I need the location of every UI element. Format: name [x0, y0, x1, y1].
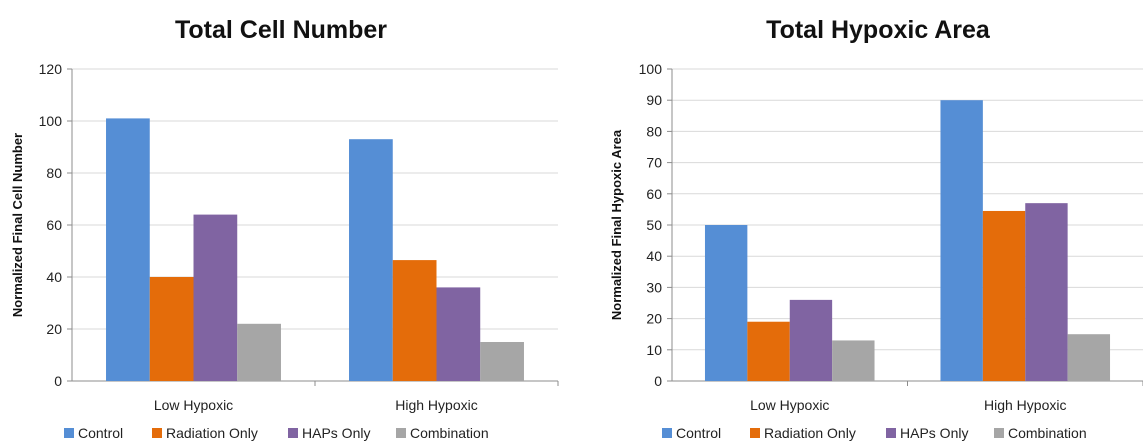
bar-haps-only	[789, 299, 833, 381]
legend-label: Radiation Only	[166, 425, 258, 441]
legend-label: Control	[78, 425, 123, 441]
bar-radiation-only	[392, 260, 437, 381]
legend-swatch	[994, 428, 1004, 438]
bar-control	[704, 225, 748, 381]
legend-swatch	[64, 428, 74, 438]
bar-haps-only	[193, 214, 238, 381]
bar-radiation-only	[982, 210, 1026, 381]
bar-control	[106, 118, 150, 382]
y-tick-label: 40	[46, 269, 62, 285]
y-tick-label: 10	[646, 342, 662, 358]
y-tick-label: 0	[54, 373, 62, 389]
x-category-label: Low Hypoxic	[154, 397, 233, 413]
y-tick-label: 80	[46, 165, 62, 181]
y-tick-label: 30	[646, 279, 662, 295]
bar-haps-only	[1025, 203, 1068, 381]
bar-combination	[237, 323, 281, 381]
bar-radiation-only	[747, 321, 790, 381]
legend-swatch	[886, 428, 896, 438]
y-axis-label: Normalized Final Cell Number	[10, 133, 25, 317]
x-category-label: Low Hypoxic	[750, 397, 829, 413]
y-tick-label: 20	[646, 311, 662, 327]
y-tick-label: 80	[646, 123, 662, 139]
bar-haps-only	[436, 287, 481, 381]
legend-label: Combination	[410, 425, 489, 441]
legend-swatch	[750, 428, 760, 438]
y-tick-label: 100	[39, 113, 63, 129]
bar-combination	[480, 342, 524, 381]
y-tick-label: 50	[646, 217, 662, 233]
bar-control	[940, 100, 983, 381]
hypoxic-area-chart: Total Hypoxic Area Normalized Final Hypox…	[609, 16, 1143, 441]
y-tick-label: 20	[46, 321, 62, 337]
y-tick-label: 90	[646, 92, 662, 108]
cell-number-chart: Total Cell Number Normalized Final Cell N…	[10, 16, 559, 441]
legend-swatch	[396, 428, 406, 438]
legend-swatch	[662, 428, 672, 438]
legend-label: Combination	[1008, 425, 1087, 441]
y-tick-label: 60	[646, 186, 662, 202]
legend-label: HAPs Only	[900, 425, 968, 441]
chart-title: Total Cell Number	[175, 16, 387, 44]
legend-label: HAPs Only	[302, 425, 370, 441]
x-category-label: High Hypoxic	[395, 397, 477, 413]
legend-label: Radiation Only	[764, 425, 856, 441]
bar-radiation-only	[149, 277, 194, 381]
bar-combination	[1067, 334, 1111, 381]
y-tick-label: 40	[646, 248, 662, 264]
y-axis-label: Normalized Final Hypoxic Area	[609, 129, 624, 320]
bar-control	[349, 139, 393, 381]
legend-swatch	[152, 428, 162, 438]
bar-combination	[832, 340, 875, 381]
y-tick-label: 0	[654, 373, 662, 389]
chart-title: Total Hypoxic Area	[766, 16, 991, 44]
y-tick-label: 70	[646, 155, 662, 171]
y-tick-label: 100	[639, 61, 663, 77]
legend-swatch	[288, 428, 298, 438]
legend-label: Control	[676, 425, 721, 441]
y-tick-label: 60	[46, 217, 62, 233]
y-tick-label: 120	[39, 61, 63, 77]
x-category-label: High Hypoxic	[984, 397, 1066, 413]
